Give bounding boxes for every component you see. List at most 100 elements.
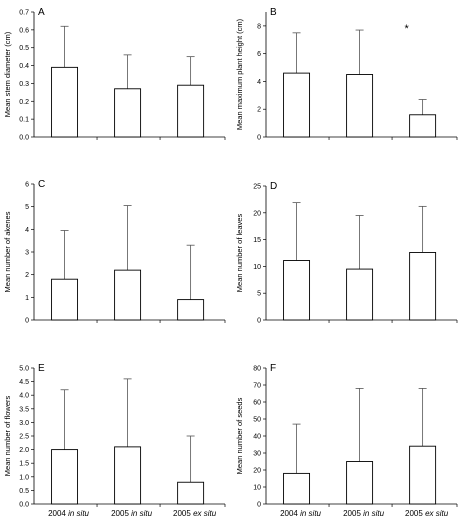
y-tick-label: 4.5 <box>19 379 29 386</box>
y-tick-label: 5.0 <box>19 366 29 373</box>
x-label-year: 2005 <box>405 509 425 516</box>
y-tick-label: 0.3 <box>19 81 29 88</box>
y-tick-label: 70 <box>253 383 261 390</box>
y-tick-label: 50 <box>253 417 261 424</box>
y-tick-label: 40 <box>253 434 261 441</box>
y-tick-label: 20 <box>253 210 261 217</box>
panel-letter: D <box>270 181 277 192</box>
panel-letter: E <box>38 363 45 374</box>
y-tick-label: 4 <box>257 79 261 86</box>
y-axis-label: Mean stem diameter (cm) <box>3 31 12 117</box>
y-tick-label: 2 <box>25 272 29 279</box>
panel-f: F 0 10 20 30 40 50 60 70 80 Mean number of seeds 20… <box>235 363 458 516</box>
bar-a-2 <box>177 84 205 138</box>
bar-d-0 <box>283 260 311 321</box>
y-tick-label: 2.0 <box>19 447 29 454</box>
y-axis-label: Mean number of flowers <box>3 396 12 477</box>
panel-letter: C <box>38 179 45 190</box>
y-tick-label: 0 <box>257 135 261 142</box>
bar-f-0 <box>283 472 311 505</box>
y-tick-label: 0.0 <box>19 502 29 509</box>
y-tick-label: 60 <box>253 400 261 407</box>
x-category-label: 2005 ex situ <box>405 509 449 516</box>
bar-e-1 <box>114 446 142 505</box>
bar-f-1 <box>346 461 374 505</box>
x-label-year: 2005 <box>173 509 193 516</box>
bar-c-1 <box>114 269 142 321</box>
bar-a-1 <box>114 88 142 138</box>
y-tick-label: 4.0 <box>19 393 29 400</box>
y-tick-label: 0.6 <box>19 27 29 34</box>
x-label-site: ex situ <box>425 509 449 516</box>
panel-b: B 0 2 4 6 8 Mean maximum plant height (cm) * <box>235 7 458 142</box>
bar-f-2 <box>409 445 437 505</box>
panel-c: C 0 1 2 3 4 5 6 Mean number of akenes <box>3 179 226 325</box>
panel-letter: B <box>270 7 277 18</box>
y-tick-label: 0.1 <box>19 117 29 124</box>
x-category-label: 2004 in situ <box>48 509 89 516</box>
y-tick-label: 3 <box>25 250 29 257</box>
x-label-year: 2004 <box>280 509 300 516</box>
bar-b-0 <box>283 72 311 138</box>
y-tick-label: 1 <box>25 295 29 302</box>
y-tick-label: 3.5 <box>19 406 29 413</box>
y-tick-label: 1.0 <box>19 474 29 481</box>
x-label-site: in situ <box>300 509 321 516</box>
panel-e: E 0.0 0.5 1.0 1.5 2.0 2.5 3.0 3.5 4.0 4.5 5.0 Mean n… <box>3 363 226 516</box>
y-tick-label: 0.5 <box>19 488 29 495</box>
bar-b-2 <box>409 114 437 138</box>
y-axis-label: Mean number of seeds <box>235 397 244 474</box>
x-label-site: ex situ <box>193 509 217 516</box>
bar-c-0 <box>51 278 79 321</box>
x-label-year: 2004 <box>48 509 68 516</box>
bar-d-1 <box>346 268 374 321</box>
panel-d: D 0 5 10 15 20 25 Mean number of leaves <box>235 181 458 325</box>
x-category-label: 2004 in situ <box>280 509 321 516</box>
x-label-year: 2005 <box>111 509 131 516</box>
y-tick-label: 8 <box>257 23 261 30</box>
bar-c-2 <box>177 299 205 321</box>
bar-d-2 <box>409 252 437 321</box>
y-tick-label: 10 <box>253 485 261 492</box>
x-label-site: in situ <box>131 509 152 516</box>
y-tick-label: 5 <box>25 204 29 211</box>
y-axis-label: Mean maximum plant height (cm) <box>235 18 244 130</box>
y-tick-label: 15 <box>253 237 261 244</box>
x-label-site: in situ <box>68 509 89 516</box>
bar-e-2 <box>177 481 205 505</box>
panel-letter: F <box>270 363 276 374</box>
y-tick-label: 0 <box>25 318 29 325</box>
x-label-site: in situ <box>363 509 384 516</box>
panel-letter: A <box>38 7 45 18</box>
y-axis-label: Mean number of leaves <box>235 214 244 293</box>
y-tick-label: 0.4 <box>19 63 29 70</box>
bar-e-0 <box>51 449 79 505</box>
y-tick-label: 0.2 <box>19 99 29 106</box>
y-tick-label: 30 <box>253 451 261 458</box>
y-tick-label: 3.0 <box>19 420 29 427</box>
y-tick-label: 80 <box>253 366 261 373</box>
bar-b-1 <box>346 74 374 138</box>
y-tick-label: 0.5 <box>19 45 29 52</box>
x-category-label: 2005 in situ <box>111 509 152 516</box>
y-tick-label: 2 <box>257 107 261 114</box>
x-category-label: 2005 in situ <box>343 509 384 516</box>
y-tick-label: 5 <box>257 291 261 298</box>
significance-marker: * <box>404 23 409 35</box>
y-tick-label: 6 <box>25 182 29 189</box>
x-category-label: 2005 ex situ <box>173 509 217 516</box>
y-tick-label: 0.0 <box>19 135 29 142</box>
y-tick-label: 0.7 <box>19 10 29 17</box>
y-tick-label: 0 <box>257 502 261 509</box>
y-tick-label: 25 <box>253 184 261 191</box>
y-tick-label: 6 <box>257 51 261 58</box>
y-tick-label: 2.5 <box>19 434 29 441</box>
y-axis-label: Mean number of akenes <box>3 211 12 292</box>
x-label-year: 2005 <box>343 509 363 516</box>
y-tick-label: 1.5 <box>19 461 29 468</box>
panel-a: A 0.0 0.1 0.2 0.3 0.4 0.5 0.6 0.7 Mean stem diame… <box>3 7 226 142</box>
y-tick-label: 4 <box>25 227 29 234</box>
y-tick-label: 20 <box>253 468 261 475</box>
bar-a-0 <box>51 66 79 138</box>
